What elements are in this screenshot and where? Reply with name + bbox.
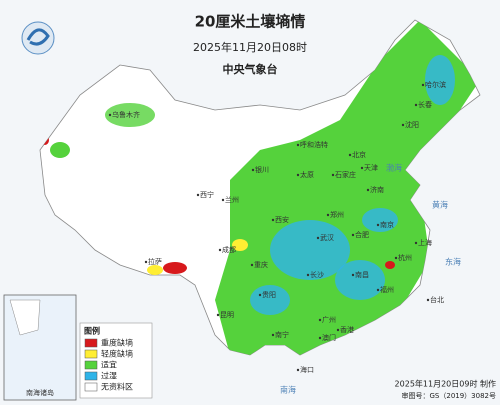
city-dot <box>258 293 262 297</box>
city-label: 西宁 <box>200 190 214 199</box>
city-label: 长春 <box>418 100 432 109</box>
city-label: 石家庄 <box>335 170 356 179</box>
city-label: 乌鲁木齐 <box>112 110 140 119</box>
city-dot <box>296 143 300 147</box>
city-dot <box>196 193 200 197</box>
city-label: 呼和浩特 <box>300 140 328 149</box>
city-dot <box>318 336 322 340</box>
city-dot <box>296 368 300 372</box>
city-dot <box>421 83 425 87</box>
city-dot <box>108 113 112 117</box>
city-dot <box>376 223 380 227</box>
title: 20厘米土壤墒情 <box>195 13 306 31</box>
city-label: 杭州 <box>398 253 412 262</box>
legend-swatch <box>84 371 98 381</box>
legend-swatch <box>84 349 98 359</box>
country <box>39 19 481 356</box>
legend-title: 图例 <box>84 326 100 336</box>
city-label: 南宁 <box>275 330 289 339</box>
legend-label: 适宜 <box>101 360 117 370</box>
city-dot <box>296 173 300 177</box>
city-dot <box>271 333 275 337</box>
city-dot <box>331 173 335 177</box>
city-label: 海口 <box>300 365 314 374</box>
city-dot <box>426 298 430 302</box>
city-dot <box>351 233 355 237</box>
city-dot <box>250 263 254 267</box>
sea-label: 南海 <box>280 385 296 395</box>
legend-label: 轻度缺墒 <box>101 349 133 359</box>
city-label: 西安 <box>275 215 289 224</box>
logo <box>21 21 55 55</box>
sea-label: 渤海 <box>386 163 402 173</box>
sea-label: 东海 <box>445 257 461 267</box>
city-dot <box>306 273 310 277</box>
legend-swatch <box>84 360 98 370</box>
city-dot <box>348 153 352 157</box>
city-label: 南昌 <box>355 270 369 279</box>
legend-swatch <box>84 338 98 348</box>
city-label: 南京 <box>380 220 394 229</box>
issuer: 中央气象台 <box>223 62 278 76</box>
city-dot <box>326 213 330 217</box>
city-label: 太原 <box>300 170 314 179</box>
city-label: 重庆 <box>254 260 268 269</box>
city-dot <box>376 288 380 292</box>
footer-made: 2025年11月20日09时 制作 <box>395 379 496 389</box>
city-label: 广州 <box>322 315 336 324</box>
city-dot <box>336 328 340 332</box>
city-dot <box>251 168 255 172</box>
city-dot <box>360 166 364 170</box>
city-label: 天津 <box>364 164 378 172</box>
city-dot <box>414 241 418 245</box>
city-label: 拉萨 <box>148 257 162 266</box>
time: 2025年11月20日08时 <box>193 40 307 54</box>
legend-label: 无资料区 <box>101 382 133 392</box>
city-label: 成都 <box>222 245 236 254</box>
legend-swatch <box>84 382 98 392</box>
city-dot <box>401 123 405 127</box>
city-label: 香港 <box>340 325 354 334</box>
city-label: 昆明 <box>220 311 234 319</box>
city-dot <box>351 273 355 277</box>
city-label: 银川 <box>255 165 269 174</box>
city-label: 贵阳 <box>262 290 276 299</box>
city-label: 合肥 <box>355 230 369 239</box>
legend-label: 过湿 <box>101 371 117 381</box>
city-label: 上海 <box>418 238 432 247</box>
city-label: 武汉 <box>320 233 334 242</box>
inset: 南海诸岛 <box>3 294 77 401</box>
city-dot <box>316 236 320 240</box>
city-dot <box>221 198 225 202</box>
city-dot <box>144 260 148 264</box>
city-label: 兰州 <box>225 195 239 204</box>
city-label: 福州 <box>380 285 394 294</box>
city-dot <box>218 248 222 252</box>
city-label: 台北 <box>430 295 444 304</box>
city-label: 沈阳 <box>405 120 419 129</box>
city-dot <box>394 256 398 260</box>
city-label: 澳门 <box>322 333 336 342</box>
footer-approval: 审图号：GS（2019）3082号 <box>402 391 497 400</box>
city-dot <box>271 218 275 222</box>
city-dot <box>318 318 322 322</box>
city-label: 郑州 <box>330 211 344 219</box>
city-label: 北京 <box>352 150 366 159</box>
city-label: 济南 <box>370 185 384 194</box>
city-dot <box>366 188 370 192</box>
sea-label: 黄海 <box>432 200 448 210</box>
city-dot <box>216 313 220 317</box>
city-label: 长沙 <box>310 270 324 279</box>
legend-label: 重度缺墒 <box>101 338 133 348</box>
inset-label: 南海诸岛 <box>26 388 54 397</box>
city-label: 哈尔滨 <box>425 80 446 89</box>
city-dot <box>414 103 418 107</box>
